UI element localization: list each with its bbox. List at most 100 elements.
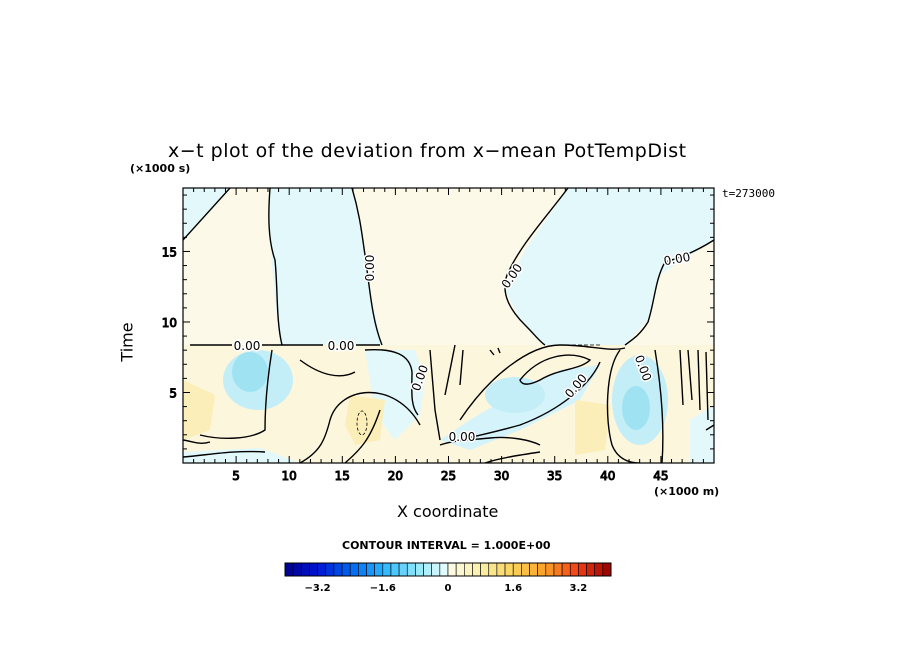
x-tick-label: 20 — [388, 469, 403, 483]
colorbar-cell — [512, 562, 522, 577]
colorbar-tick-label: −1.6 — [370, 583, 396, 594]
colorbar-cell — [537, 562, 547, 577]
region-negative-upper-mid — [270, 188, 382, 345]
colorbar-frame — [284, 562, 612, 577]
x-tick-label: 10 — [282, 469, 297, 483]
x-tick-label: 5 — [232, 469, 240, 483]
colorbar-cell — [447, 562, 457, 577]
colorbar-cell — [488, 562, 498, 577]
colorbar-cell — [472, 562, 481, 577]
colorbar-cell — [406, 562, 416, 577]
contour-line — [484, 451, 541, 463]
colorbar-cell — [317, 562, 327, 577]
colorbar-cell — [300, 562, 310, 577]
colorbar-cell — [292, 562, 302, 577]
y-tick-label: 15 — [162, 245, 177, 259]
colorbar-cell — [561, 562, 571, 577]
colorbar-cell — [309, 562, 318, 577]
colorbar-cell — [358, 562, 367, 577]
colorbar-cell — [586, 562, 595, 577]
contour-label: 0.00 — [449, 430, 476, 444]
contour-line — [183, 439, 211, 444]
contour-label: 0.00 — [663, 250, 692, 268]
colorbar-cell — [374, 562, 384, 577]
colorbar-cell — [529, 562, 538, 577]
contour-line — [459, 349, 464, 386]
contour-line — [444, 344, 456, 396]
contour-line — [459, 344, 626, 421]
colorbar-cell — [480, 562, 490, 577]
colorbar-cell — [578, 562, 587, 577]
region-negative-upper-right — [505, 188, 714, 345]
colorbar-cell — [382, 562, 392, 577]
contour-lines — [183, 188, 714, 463]
colorbar-cell — [423, 562, 432, 577]
colorbar-cell — [602, 562, 612, 577]
colorbar-cell — [521, 562, 530, 577]
contour-label: 0.00 — [234, 339, 261, 353]
contour-line — [299, 359, 356, 377]
colorbar-cell — [366, 562, 375, 577]
y-axis-label: Time — [117, 322, 137, 362]
contour-line — [624, 239, 714, 346]
contour-line — [439, 436, 541, 446]
time-label: t=273000 — [722, 187, 775, 200]
colorbar-cell — [463, 562, 473, 577]
contour-line — [183, 450, 266, 458]
colorbar-cell — [431, 562, 441, 577]
contour-line — [679, 349, 709, 421]
contour-line — [344, 409, 381, 463]
x-axis-label: X coordinate — [397, 502, 499, 521]
x-tick-label: 45 — [653, 469, 668, 483]
colorbar-cell — [398, 562, 408, 577]
contour-line — [183, 188, 231, 241]
contour-line — [489, 347, 501, 356]
colorbar-tick-label: 0 — [445, 583, 452, 594]
contour-line — [351, 188, 383, 346]
colorbar-cell — [545, 562, 555, 577]
colorbar-cell — [325, 562, 335, 577]
colorbar-cell — [553, 562, 563, 577]
contour-line — [364, 348, 419, 416]
x-axis-unit: (×1000 m) — [654, 485, 720, 498]
contour-line — [705, 424, 714, 431]
y-tick-label: 5 — [169, 386, 177, 400]
contour-line — [199, 349, 273, 439]
contour-line — [654, 349, 664, 463]
x-tick-label: 40 — [600, 469, 615, 483]
contour-line — [268, 188, 283, 346]
contour-label: 0.00 — [363, 255, 377, 282]
y-tick-label: 10 — [162, 316, 177, 330]
contour-line — [459, 361, 601, 441]
colorbar-cell — [349, 562, 359, 577]
x-tick-label: 30 — [494, 469, 509, 483]
colorbar-cell — [594, 562, 604, 577]
colorbar-cell — [455, 562, 465, 577]
colorbar-tick-label: 1.6 — [504, 583, 522, 594]
x-tick-label: 35 — [547, 469, 562, 483]
contour-interval-label: CONTOUR INTERVAL = 1.000E+00 — [342, 539, 551, 552]
colorbar-cell — [341, 562, 351, 577]
y-axis-unit: (×1000 s) — [130, 162, 191, 175]
contour-line — [519, 354, 592, 385]
contour-label: 0.00 — [328, 339, 355, 353]
colorbar-cell — [333, 562, 343, 577]
contour-line — [429, 349, 441, 441]
colorbar-cell — [390, 562, 400, 577]
x-tick-label: 15 — [335, 469, 350, 483]
colorbar: −3.2 −1.6 0 1.6 3.2 — [284, 562, 612, 594]
tick-marks: 5 10 15 20 25 30 35 40 45 5 10 15 — [161, 188, 714, 484]
chart-title: x−t plot of the deviation from x−mean Po… — [168, 140, 687, 162]
heatmap-field — [183, 188, 714, 463]
contour-line — [504, 188, 569, 346]
colorbar-cell — [284, 562, 294, 577]
colorbar-cell — [415, 562, 424, 577]
x-tick-label: 25 — [441, 469, 456, 483]
colorbar-cell — [496, 562, 506, 577]
colorbar-tick-label: −3.2 — [305, 583, 331, 594]
colorbar-cell — [439, 562, 449, 577]
colorbar-cell — [569, 562, 579, 577]
contour-line — [299, 391, 421, 463]
colorbar-cell — [504, 562, 514, 577]
